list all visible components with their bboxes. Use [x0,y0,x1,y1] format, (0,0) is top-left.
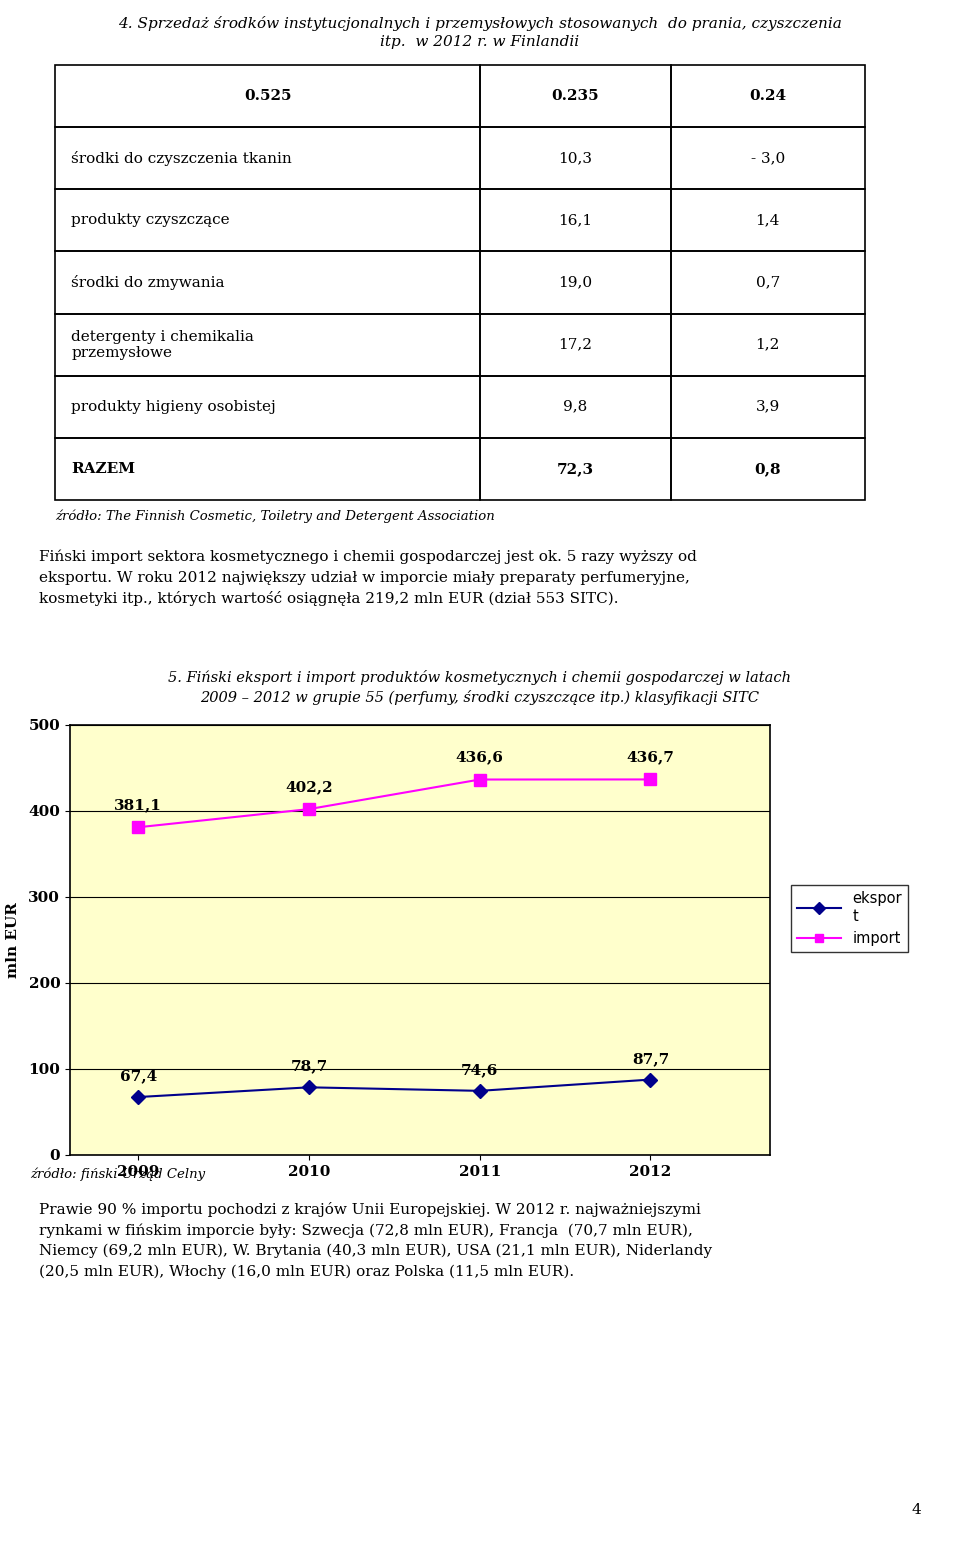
Bar [671,190,865,252]
Text: 0.24: 0.24 [749,89,786,103]
Text: - 3,0: - 3,0 [751,151,785,165]
Text: 17,2: 17,2 [559,338,592,352]
Text: 87,7: 87,7 [632,1052,669,1066]
Text: 16,1: 16,1 [559,213,592,227]
Text: 381,1: 381,1 [114,798,162,812]
Text: 5. Fiński eksport i import produktów kosmetycznych i chemii gospodarczej w latac: 5. Fiński eksport i import produktów kos… [169,670,791,705]
Text: produkty higieny osobistej: produkty higieny osobistej [71,400,276,414]
Text: 1,4: 1,4 [756,213,780,227]
Bar [55,65,480,127]
Y-axis label: mln EUR: mln EUR [6,903,20,978]
Text: 0.525: 0.525 [244,89,292,103]
Text: detergenty i chemikalia
przemysłowe: detergenty i chemikalia przemysłowe [71,330,254,360]
Bar [671,375,865,438]
Text: źródło: The Finnish Cosmetic, Toiletry and Detergent Association: źródło: The Finnish Cosmetic, Toiletry a… [55,509,494,523]
Bar [480,438,671,500]
Bar [480,65,671,127]
Bar [671,127,865,190]
Bar [55,252,480,313]
Bar [671,252,865,313]
Text: 0,7: 0,7 [756,276,780,290]
Text: Fiński import sektora kosmetycznego i chemii gospodarczej jest ok. 5 razy wyższy: Fiński import sektora kosmetycznego i ch… [39,549,697,606]
Text: 402,2: 402,2 [285,779,333,793]
Text: 78,7: 78,7 [290,1060,327,1074]
Text: 4. Sprzedaż środków instytucjonalnych i przemysłowych stosowanych  do prania, cz: 4. Sprzedaż środków instytucjonalnych i … [118,15,842,49]
Text: RAZEM: RAZEM [71,461,135,475]
Bar [671,438,865,500]
Bar [671,313,865,375]
Bar [55,127,480,190]
Text: 4: 4 [911,1503,922,1517]
Text: 436,7: 436,7 [627,750,675,764]
Text: źródło: fiński Urząd Celny: źródło: fiński Urząd Celny [30,1167,205,1180]
Text: 436,6: 436,6 [456,750,504,764]
Text: 0,8: 0,8 [755,461,781,475]
Bar [55,375,480,438]
Text: środki do czyszczenia tkanin: środki do czyszczenia tkanin [71,151,292,165]
Text: 10,3: 10,3 [559,151,592,165]
Text: 9,8: 9,8 [564,400,588,414]
Text: produkty czyszczące: produkty czyszczące [71,213,229,227]
Text: 74,6: 74,6 [461,1063,498,1077]
Bar [480,313,671,375]
Text: 19,0: 19,0 [559,276,592,290]
Text: Prawie 90 % importu pochodzi z krajów Unii Europejskiej. W 2012 r. najważniejszy: Prawie 90 % importu pochodzi z krajów Un… [39,1202,712,1279]
Bar [480,252,671,313]
Bar [671,65,865,127]
Text: 0.235: 0.235 [552,89,599,103]
Bar [480,127,671,190]
Bar [480,375,671,438]
Bar [55,190,480,252]
Legend: ekspor
t, import: ekspor t, import [791,886,908,952]
Text: 72,3: 72,3 [557,461,594,475]
Bar [55,438,480,500]
Text: 3,9: 3,9 [756,400,780,414]
Text: środki do zmywania: środki do zmywania [71,275,225,290]
Text: 67,4: 67,4 [120,1069,156,1083]
Text: 1,2: 1,2 [756,338,780,352]
Bar [480,190,671,252]
Bar [55,313,480,375]
